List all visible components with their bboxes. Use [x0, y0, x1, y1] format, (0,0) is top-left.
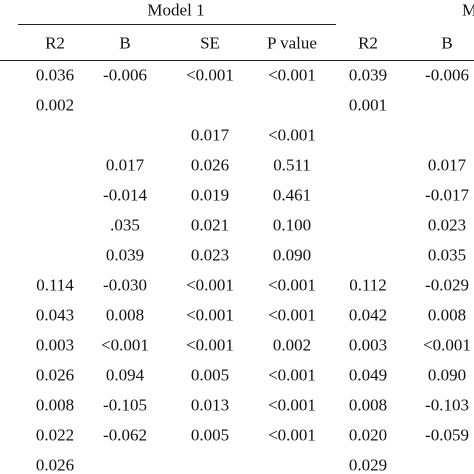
table-cell: <0.001: [101, 335, 149, 355]
table-cell: 0.039: [348, 65, 388, 85]
table-cell: 0.005: [190, 425, 230, 445]
table-cell: <0.001: [268, 305, 316, 325]
table-cell: 0.112: [349, 275, 387, 295]
table-cell: 0.049: [348, 365, 388, 385]
table-cell: 0.029: [348, 455, 388, 474]
table-cell: 0.043: [35, 305, 75, 325]
table-cell: 0.019: [190, 185, 230, 205]
table-cell: 0.008: [348, 395, 388, 415]
table-cell: .035: [110, 215, 140, 235]
column-header: R2: [45, 33, 65, 53]
table-cell: -0.103: [425, 395, 469, 415]
table-cell: 0.039: [105, 245, 145, 265]
table-cell: 0.021: [190, 215, 230, 235]
table-cell: -0.006: [425, 65, 469, 85]
table-cell: 0.020: [348, 425, 388, 445]
table-cell: 0.023: [190, 245, 230, 265]
table-cell: <0.001: [268, 275, 316, 295]
column-header: P value: [267, 33, 317, 53]
table-cell: 0.017: [105, 155, 145, 175]
table-cell: -0.059: [425, 425, 469, 445]
table-cell: 0.008: [35, 395, 75, 415]
table-cell: 0.017: [427, 155, 467, 175]
table-cell: 0.090: [272, 245, 312, 265]
table-cell: 0.026: [35, 365, 75, 385]
table-cell: <0.001: [186, 275, 234, 295]
table-cell: -0.014: [103, 185, 147, 205]
table-cell: -0.062: [103, 425, 147, 445]
header-rule: [0, 60, 474, 61]
table-cell: 0.005: [190, 365, 230, 385]
column-header: B: [119, 33, 131, 53]
table-cell: 0.001: [348, 95, 388, 115]
table-cell: <0.001: [268, 65, 316, 85]
table-cell: -0.017: [425, 185, 469, 205]
table-cell: 0.114: [36, 275, 74, 295]
table-cell: 0.026: [35, 455, 75, 474]
table-cell: 0.023: [427, 215, 467, 235]
group-header: M: [462, 0, 474, 20]
table-cell: <0.001: [268, 125, 316, 145]
table-cell: 0.094: [105, 365, 145, 385]
table-cell: 0.036: [35, 65, 75, 85]
table-cell: <0.001: [268, 365, 316, 385]
table-cell: 0.035: [427, 245, 467, 265]
table-cell: 0.003: [348, 335, 388, 355]
table-cell: <0.001: [423, 335, 471, 355]
table-cell: -0.029: [425, 275, 469, 295]
table-cell: <0.001: [268, 395, 316, 415]
table-cell: 0.003: [35, 335, 75, 355]
table-cell: <0.001: [186, 335, 234, 355]
table-cell: 0.008: [105, 305, 145, 325]
group-rule: [18, 24, 336, 25]
table-cell: 0.022: [35, 425, 75, 445]
table-cell: 0.002: [272, 335, 312, 355]
column-header: R2: [358, 33, 378, 53]
group-header: Model 1: [147, 0, 205, 20]
table-cell: 0.461: [272, 185, 312, 205]
table-cell: 0.026: [190, 155, 230, 175]
table-cell: -0.006: [103, 65, 147, 85]
table-cell: 0.090: [427, 365, 467, 385]
table-cell: 0.017: [190, 125, 230, 145]
table-cell: 0.042: [348, 305, 388, 325]
table-cell: 0.013: [190, 395, 230, 415]
column-header: SE: [200, 33, 220, 53]
table-cell: 0.511: [273, 155, 311, 175]
table-cell: <0.001: [268, 425, 316, 445]
table-cell: 0.008: [427, 305, 467, 325]
table-cell: -0.105: [103, 395, 147, 415]
column-header: B: [441, 33, 453, 53]
table-cell: 0.002: [35, 95, 75, 115]
table-cell: <0.001: [186, 65, 234, 85]
table-cell: 0.100: [272, 215, 312, 235]
table-cell: <0.001: [186, 305, 234, 325]
table-cell: -0.030: [103, 275, 147, 295]
